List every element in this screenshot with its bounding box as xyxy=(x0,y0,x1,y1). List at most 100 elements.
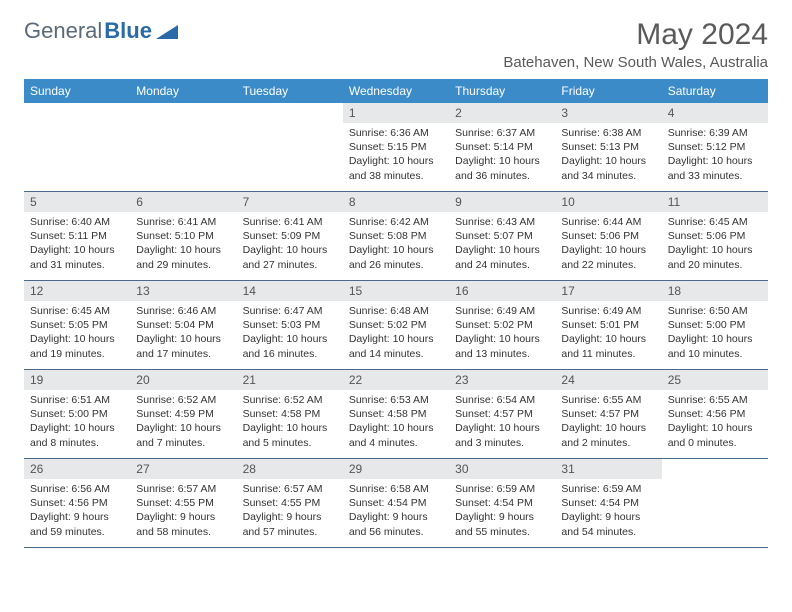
sunrise-text: Sunrise: 6:51 AM xyxy=(30,393,124,407)
day-cell: 10Sunrise: 6:44 AMSunset: 5:06 PMDayligh… xyxy=(555,192,661,280)
daylight-text: Daylight: 9 hours and 58 minutes. xyxy=(136,510,230,538)
day-body: Sunrise: 6:42 AMSunset: 5:08 PMDaylight:… xyxy=(343,212,449,276)
day-number: 17 xyxy=(555,281,661,301)
logo: GeneralBlue xyxy=(24,18,178,44)
day-number: 13 xyxy=(130,281,236,301)
sunrise-text: Sunrise: 6:39 AM xyxy=(668,126,762,140)
sunset-text: Sunset: 5:03 PM xyxy=(243,318,337,332)
daylight-text: Daylight: 10 hours and 5 minutes. xyxy=(243,421,337,449)
day-body: Sunrise: 6:57 AMSunset: 4:55 PMDaylight:… xyxy=(130,479,236,543)
day-cell: 8Sunrise: 6:42 AMSunset: 5:08 PMDaylight… xyxy=(343,192,449,280)
day-number: 26 xyxy=(24,459,130,479)
day-cell: 15Sunrise: 6:48 AMSunset: 5:02 PMDayligh… xyxy=(343,281,449,369)
sunrise-text: Sunrise: 6:56 AM xyxy=(30,482,124,496)
day-header: Wednesday xyxy=(343,79,449,103)
day-number: 19 xyxy=(24,370,130,390)
day-number: 29 xyxy=(343,459,449,479)
day-body: Sunrise: 6:36 AMSunset: 5:15 PMDaylight:… xyxy=(343,123,449,187)
daylight-text: Daylight: 10 hours and 17 minutes. xyxy=(136,332,230,360)
day-number: 14 xyxy=(237,281,343,301)
day-cell: 29Sunrise: 6:58 AMSunset: 4:54 PMDayligh… xyxy=(343,459,449,547)
day-cell: 13Sunrise: 6:46 AMSunset: 5:04 PMDayligh… xyxy=(130,281,236,369)
day-cell xyxy=(24,103,130,191)
day-cell: 12Sunrise: 6:45 AMSunset: 5:05 PMDayligh… xyxy=(24,281,130,369)
day-body: Sunrise: 6:45 AMSunset: 5:05 PMDaylight:… xyxy=(24,301,130,365)
sunrise-text: Sunrise: 6:44 AM xyxy=(561,215,655,229)
sunset-text: Sunset: 4:54 PM xyxy=(349,496,443,510)
calendar-page: GeneralBlue May 2024 Batehaven, New Sout… xyxy=(0,0,792,560)
day-cell: 21Sunrise: 6:52 AMSunset: 4:58 PMDayligh… xyxy=(237,370,343,458)
week-row: 1Sunrise: 6:36 AMSunset: 5:15 PMDaylight… xyxy=(24,103,768,192)
day-body: Sunrise: 6:45 AMSunset: 5:06 PMDaylight:… xyxy=(662,212,768,276)
day-cell: 18Sunrise: 6:50 AMSunset: 5:00 PMDayligh… xyxy=(662,281,768,369)
daylight-text: Daylight: 10 hours and 36 minutes. xyxy=(455,154,549,182)
daylight-text: Daylight: 9 hours and 55 minutes. xyxy=(455,510,549,538)
title-block: May 2024 Batehaven, New South Wales, Aus… xyxy=(503,18,768,71)
daylight-text: Daylight: 10 hours and 26 minutes. xyxy=(349,243,443,271)
daylight-text: Daylight: 9 hours and 54 minutes. xyxy=(561,510,655,538)
day-body: Sunrise: 6:55 AMSunset: 4:57 PMDaylight:… xyxy=(555,390,661,454)
day-cell: 25Sunrise: 6:55 AMSunset: 4:56 PMDayligh… xyxy=(662,370,768,458)
sunset-text: Sunset: 4:56 PM xyxy=(30,496,124,510)
sunset-text: Sunset: 4:55 PM xyxy=(243,496,337,510)
sunrise-text: Sunrise: 6:55 AM xyxy=(561,393,655,407)
day-body: Sunrise: 6:55 AMSunset: 4:56 PMDaylight:… xyxy=(662,390,768,454)
sunrise-text: Sunrise: 6:50 AM xyxy=(668,304,762,318)
daylight-text: Daylight: 10 hours and 11 minutes. xyxy=(561,332,655,360)
sunset-text: Sunset: 4:55 PM xyxy=(136,496,230,510)
day-number: 15 xyxy=(343,281,449,301)
week-row: 12Sunrise: 6:45 AMSunset: 5:05 PMDayligh… xyxy=(24,281,768,370)
day-number: 4 xyxy=(662,103,768,123)
sunset-text: Sunset: 4:59 PM xyxy=(136,407,230,421)
day-number: 11 xyxy=(662,192,768,212)
day-number: 6 xyxy=(130,192,236,212)
day-body: Sunrise: 6:39 AMSunset: 5:12 PMDaylight:… xyxy=(662,123,768,187)
day-body: Sunrise: 6:52 AMSunset: 4:58 PMDaylight:… xyxy=(237,390,343,454)
day-header: Tuesday xyxy=(237,79,343,103)
day-cell xyxy=(237,103,343,191)
day-body: Sunrise: 6:52 AMSunset: 4:59 PMDaylight:… xyxy=(130,390,236,454)
sunset-text: Sunset: 5:01 PM xyxy=(561,318,655,332)
day-number: 27 xyxy=(130,459,236,479)
sunset-text: Sunset: 5:14 PM xyxy=(455,140,549,154)
daylight-text: Daylight: 10 hours and 16 minutes. xyxy=(243,332,337,360)
sunset-text: Sunset: 4:57 PM xyxy=(455,407,549,421)
day-cell: 22Sunrise: 6:53 AMSunset: 4:58 PMDayligh… xyxy=(343,370,449,458)
sunrise-text: Sunrise: 6:52 AM xyxy=(243,393,337,407)
day-number: 23 xyxy=(449,370,555,390)
day-body: Sunrise: 6:49 AMSunset: 5:02 PMDaylight:… xyxy=(449,301,555,365)
daylight-text: Daylight: 10 hours and 2 minutes. xyxy=(561,421,655,449)
sunset-text: Sunset: 5:06 PM xyxy=(668,229,762,243)
sunset-text: Sunset: 4:56 PM xyxy=(668,407,762,421)
day-body: Sunrise: 6:53 AMSunset: 4:58 PMDaylight:… xyxy=(343,390,449,454)
day-cell: 5Sunrise: 6:40 AMSunset: 5:11 PMDaylight… xyxy=(24,192,130,280)
daylight-text: Daylight: 10 hours and 20 minutes. xyxy=(668,243,762,271)
day-cell: 24Sunrise: 6:55 AMSunset: 4:57 PMDayligh… xyxy=(555,370,661,458)
day-cell: 3Sunrise: 6:38 AMSunset: 5:13 PMDaylight… xyxy=(555,103,661,191)
sunset-text: Sunset: 4:57 PM xyxy=(561,407,655,421)
sunset-text: Sunset: 4:58 PM xyxy=(349,407,443,421)
daylight-text: Daylight: 10 hours and 27 minutes. xyxy=(243,243,337,271)
day-body: Sunrise: 6:37 AMSunset: 5:14 PMDaylight:… xyxy=(449,123,555,187)
day-number: 20 xyxy=(130,370,236,390)
sunrise-text: Sunrise: 6:53 AM xyxy=(349,393,443,407)
day-cell: 20Sunrise: 6:52 AMSunset: 4:59 PMDayligh… xyxy=(130,370,236,458)
month-title: May 2024 xyxy=(503,18,768,52)
day-cell: 7Sunrise: 6:41 AMSunset: 5:09 PMDaylight… xyxy=(237,192,343,280)
day-body: Sunrise: 6:58 AMSunset: 4:54 PMDaylight:… xyxy=(343,479,449,543)
daylight-text: Daylight: 10 hours and 22 minutes. xyxy=(561,243,655,271)
sunrise-text: Sunrise: 6:37 AM xyxy=(455,126,549,140)
sunrise-text: Sunrise: 6:43 AM xyxy=(455,215,549,229)
sunrise-text: Sunrise: 6:57 AM xyxy=(243,482,337,496)
logo-text-1: General xyxy=(24,18,102,44)
daylight-text: Daylight: 9 hours and 57 minutes. xyxy=(243,510,337,538)
day-cell: 17Sunrise: 6:49 AMSunset: 5:01 PMDayligh… xyxy=(555,281,661,369)
sunrise-text: Sunrise: 6:58 AM xyxy=(349,482,443,496)
sunrise-text: Sunrise: 6:38 AM xyxy=(561,126,655,140)
day-number: 31 xyxy=(555,459,661,479)
day-cell: 16Sunrise: 6:49 AMSunset: 5:02 PMDayligh… xyxy=(449,281,555,369)
logo-triangle-icon xyxy=(156,23,178,39)
day-number: 21 xyxy=(237,370,343,390)
weeks-container: 1Sunrise: 6:36 AMSunset: 5:15 PMDaylight… xyxy=(24,103,768,548)
day-header: Thursday xyxy=(449,79,555,103)
